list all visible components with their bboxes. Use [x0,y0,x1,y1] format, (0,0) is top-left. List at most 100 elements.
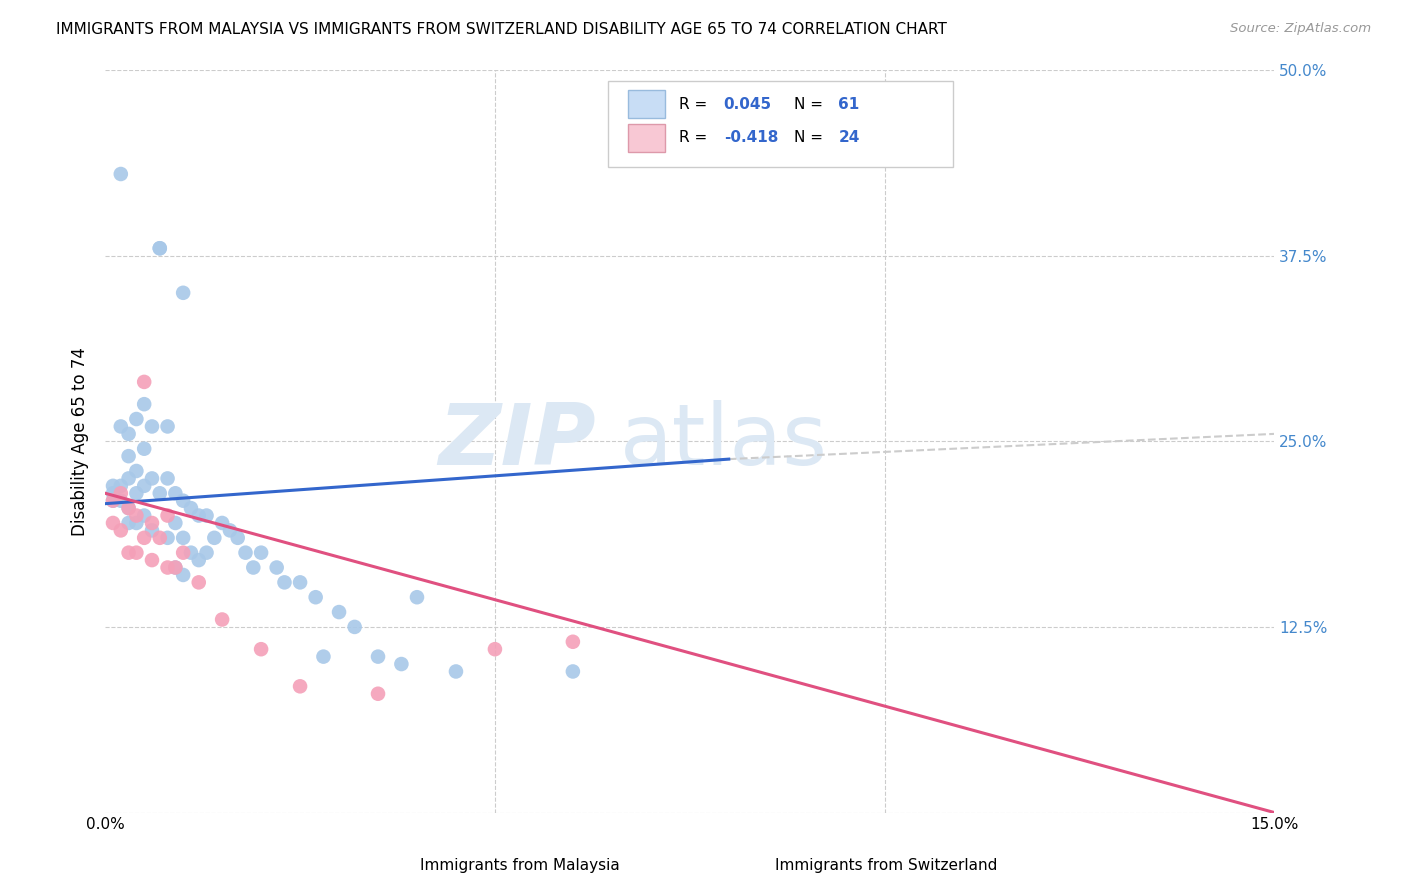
Text: 24: 24 [838,130,859,145]
Point [172,568,194,582]
Point [101,493,124,508]
Point [156,471,179,485]
Point [288,575,311,590]
Text: Source: ZipAtlas.com: Source: ZipAtlas.com [1230,22,1371,36]
Point [226,531,249,545]
Point [305,591,328,605]
Point [156,560,179,574]
Point [134,479,156,493]
Point [125,516,148,530]
Point [110,524,132,538]
Text: IMMIGRANTS FROM MALAYSIA VS IMMIGRANTS FROM SWITZERLAND DISABILITY AGE 65 TO 74 : IMMIGRANTS FROM MALAYSIA VS IMMIGRANTS F… [56,22,948,37]
Bar [628,90,665,119]
Point [156,508,179,523]
Point [328,605,350,619]
Point [444,665,467,679]
Point [125,412,148,426]
Bar [628,123,665,152]
Point [561,665,583,679]
Point [172,531,194,545]
Point [156,531,179,545]
Point [125,508,148,523]
Point [250,642,273,657]
Point [312,649,335,664]
Point [180,546,202,560]
Point [149,241,172,255]
Text: R =: R = [679,96,713,112]
Point [266,560,288,574]
Point [187,553,209,567]
Point [101,486,124,500]
Point [561,634,583,648]
Text: Immigrants from Switzerland: Immigrants from Switzerland [775,858,997,872]
Point [165,516,187,530]
Point [141,516,163,530]
Point [141,553,163,567]
Point [110,167,132,181]
Text: atlas: atlas [620,400,828,483]
Point [250,546,273,560]
Point [149,241,172,255]
Point [165,560,187,574]
Point [117,501,139,516]
Text: Immigrants from Malaysia: Immigrants from Malaysia [420,858,620,872]
Point [117,501,139,516]
Point [141,471,163,485]
Point [117,449,139,463]
Text: N =: N = [794,130,828,145]
Point [242,560,264,574]
Point [172,546,194,560]
Point [125,546,148,560]
Point [156,419,179,434]
Text: -0.418: -0.418 [724,130,778,145]
Point [134,508,156,523]
Point [110,479,132,493]
Point [406,591,429,605]
Point [367,687,389,701]
Point [117,516,139,530]
Point [367,649,389,664]
Point [235,546,257,560]
Point [125,464,148,478]
Text: ZIP: ZIP [439,400,596,483]
Point [110,493,132,508]
Point [117,426,139,441]
Point [134,442,156,456]
Point [101,493,124,508]
Point [187,575,209,590]
Point [110,419,132,434]
Y-axis label: Disability Age 65 to 74: Disability Age 65 to 74 [72,347,89,536]
Point [134,375,156,389]
Point [273,575,295,590]
Point [101,516,124,530]
Point [149,531,172,545]
Point [202,531,225,545]
Point [125,486,148,500]
Point [484,642,506,657]
FancyBboxPatch shape [607,81,953,167]
Text: N =: N = [794,96,828,112]
Point [141,419,163,434]
Point [149,486,172,500]
Point [141,524,163,538]
Point [172,285,194,300]
Point [389,657,412,671]
Point [195,508,218,523]
Point [343,620,366,634]
Point [187,508,209,523]
Point [211,516,233,530]
Point [219,524,242,538]
Point [110,486,132,500]
Point [134,531,156,545]
Point [165,560,187,574]
Text: 61: 61 [838,96,859,112]
Point [165,486,187,500]
Point [172,493,194,508]
Text: 0.045: 0.045 [724,96,772,112]
Point [211,613,233,627]
Point [134,397,156,411]
Point [101,479,124,493]
Point [288,679,311,693]
Text: R =: R = [679,130,713,145]
Point [180,501,202,516]
